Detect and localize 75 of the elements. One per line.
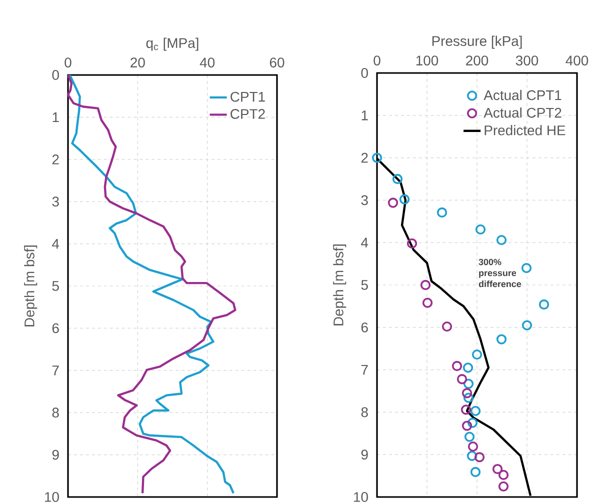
x-tick-label: 200 — [466, 56, 488, 66]
point — [456, 374, 468, 384]
point — [475, 224, 486, 235]
y-tick-label: 7 — [361, 365, 368, 375]
x-tick-label: 20 — [130, 58, 145, 68]
annotation: 300% pressure difference — [478, 258, 522, 288]
y-tick-label: 7 — [52, 366, 59, 376]
point — [466, 450, 478, 461]
point — [388, 198, 398, 208]
point — [399, 194, 410, 204]
point — [468, 441, 478, 452]
y-tick-label: 4 — [361, 238, 368, 248]
y-tick-label: 8 — [361, 407, 368, 418]
point — [462, 388, 472, 398]
y-tick-label: 3 — [52, 196, 59, 207]
point — [464, 432, 475, 442]
y-tick-label: 0 — [361, 68, 368, 78]
y-tick-label: 1 — [52, 112, 59, 122]
y-tick-label: 10 — [354, 492, 368, 502]
point — [372, 152, 382, 163]
legend-label: Actual CPT2 — [484, 107, 562, 118]
y-tick-label: 6 — [52, 323, 59, 334]
x-tick-label: 300 — [516, 56, 538, 66]
point — [470, 406, 481, 416]
point — [420, 280, 431, 290]
y-axis-title: Depth [m bsf] — [333, 244, 346, 326]
y-tick-label: 2 — [361, 152, 368, 163]
x-axis-title: Pressure [kPa] — [432, 36, 522, 49]
legend-label: CPT1 — [230, 92, 265, 102]
point — [474, 452, 485, 462]
point — [498, 481, 509, 492]
y-tick-label: 4 — [52, 239, 60, 249]
legend-label: Actual CPT1 — [484, 90, 562, 100]
point — [472, 349, 482, 360]
point — [406, 238, 418, 249]
y-tick-label: 3 — [361, 195, 368, 206]
y-tick-label: 2 — [52, 154, 59, 164]
point — [522, 320, 532, 330]
point — [436, 207, 448, 218]
point — [392, 174, 403, 184]
point — [452, 360, 462, 372]
point — [496, 334, 507, 344]
y-tick-label: 1 — [362, 110, 368, 120]
x-tick-label: 0 — [374, 56, 380, 66]
x-tick-label: 40 — [200, 58, 215, 68]
y-tick-label: 8 — [52, 408, 59, 418]
point — [538, 299, 550, 310]
point — [463, 378, 474, 389]
point — [467, 418, 478, 428]
x-tick-label: 60 — [270, 58, 284, 68]
x-axis-title: q$_{c}$ [MPa] — [146, 38, 198, 51]
y-tick-label: 6 — [361, 322, 368, 332]
y-tick-label: 5 — [52, 281, 59, 291]
legend-label: CPT2 — [230, 109, 265, 119]
point — [498, 470, 509, 480]
y-tick-label: 10 — [45, 492, 59, 502]
point — [442, 321, 452, 332]
y-tick-label: 9 — [361, 450, 368, 460]
point — [496, 234, 507, 246]
y-tick-label: 5 — [361, 280, 368, 290]
y-axis-title: Depth [m bsf] — [24, 246, 38, 326]
point — [422, 298, 433, 308]
point — [462, 420, 472, 431]
x-tick-label: 400 — [566, 56, 588, 66]
point — [460, 404, 472, 415]
point — [463, 392, 474, 403]
point — [470, 466, 481, 478]
legend-label: Predicted HE — [484, 125, 566, 136]
y-tick-label: 9 — [52, 450, 59, 460]
y-tick-label: 0 — [52, 70, 59, 80]
x-tick-label: 100 — [416, 56, 438, 66]
point — [521, 262, 532, 274]
point — [462, 362, 474, 373]
point — [492, 464, 503, 474]
x-tick-label: 0 — [64, 58, 72, 68]
